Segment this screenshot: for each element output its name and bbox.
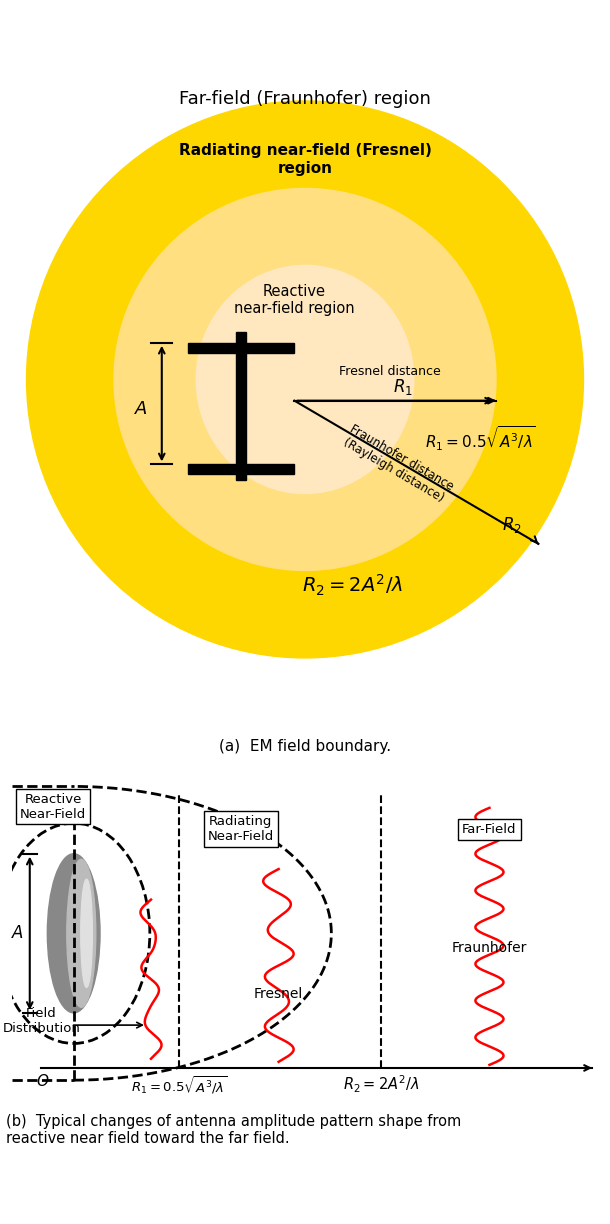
Text: (a)  EM field boundary.: (a) EM field boundary. bbox=[219, 739, 391, 754]
Text: $A$: $A$ bbox=[134, 399, 148, 417]
Text: $R_2$: $R_2$ bbox=[502, 515, 522, 535]
Text: Field
Distribution: Field Distribution bbox=[2, 1006, 81, 1034]
Ellipse shape bbox=[48, 854, 100, 1012]
Bar bbox=[188, 343, 242, 353]
Text: Fresnel: Fresnel bbox=[254, 987, 303, 1001]
Text: $A$: $A$ bbox=[12, 924, 24, 942]
Ellipse shape bbox=[196, 266, 414, 493]
Ellipse shape bbox=[67, 859, 96, 1007]
Text: Reactive
Near-Field: Reactive Near-Field bbox=[20, 793, 87, 820]
Circle shape bbox=[26, 100, 584, 659]
Text: $R_2=2A^2/\lambda$: $R_2=2A^2/\lambda$ bbox=[343, 1075, 420, 1095]
Bar bbox=[242, 343, 295, 353]
Circle shape bbox=[114, 188, 496, 570]
Bar bbox=[236, 332, 246, 480]
Text: Fraunhofer: Fraunhofer bbox=[452, 941, 527, 955]
Text: Fresnel distance: Fresnel distance bbox=[339, 365, 441, 378]
Text: Reactive
near-field region: Reactive near-field region bbox=[234, 284, 354, 316]
Text: Radiating near-field (Fresnel)
region: Radiating near-field (Fresnel) region bbox=[179, 143, 431, 175]
Text: $R_1$: $R_1$ bbox=[393, 377, 413, 397]
Text: $R_1 = 0.5\sqrt{A^3/\lambda}$: $R_1 = 0.5\sqrt{A^3/\lambda}$ bbox=[425, 425, 536, 453]
Text: (b)  Typical changes of antenna amplitude pattern shape from
reactive near field: (b) Typical changes of antenna amplitude… bbox=[6, 1114, 461, 1146]
Text: Far-field (Fraunhofer) region: Far-field (Fraunhofer) region bbox=[179, 91, 431, 109]
Ellipse shape bbox=[81, 879, 92, 988]
Text: Fraunhofer distance
(Rayleigh distance): Fraunhofer distance (Rayleigh distance) bbox=[340, 422, 456, 507]
Text: $R_1=0.5\sqrt{A^3/\lambda}$: $R_1=0.5\sqrt{A^3/\lambda}$ bbox=[131, 1075, 227, 1095]
Text: $R_2 = 2A^2/\lambda$: $R_2 = 2A^2/\lambda$ bbox=[302, 573, 403, 599]
Text: Radiating
Near-Field: Radiating Near-Field bbox=[207, 815, 274, 843]
Text: Far-Field: Far-Field bbox=[462, 823, 517, 836]
Bar bbox=[188, 464, 242, 475]
Text: $O$: $O$ bbox=[36, 1072, 49, 1088]
Bar bbox=[242, 464, 295, 475]
